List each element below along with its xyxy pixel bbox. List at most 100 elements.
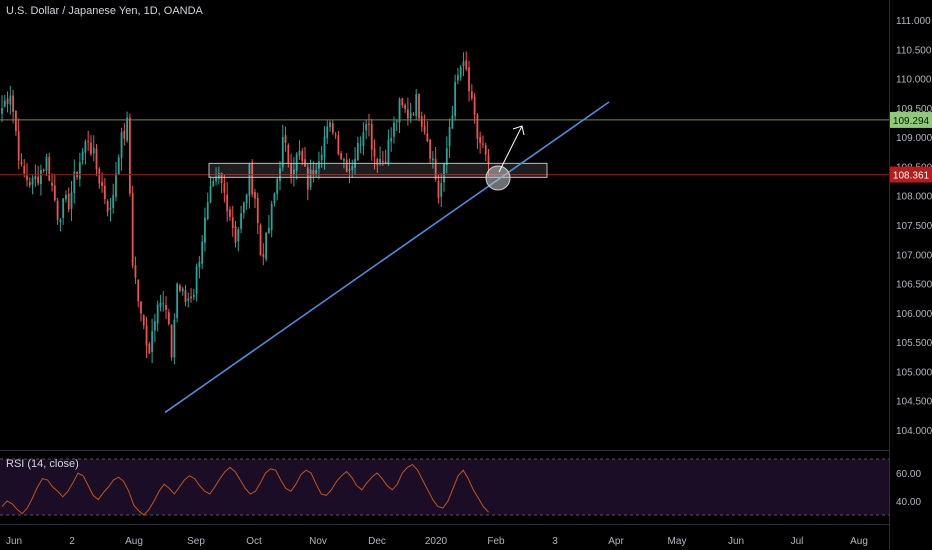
candle-body	[156, 304, 159, 324]
candle-body	[479, 136, 482, 144]
candle-body	[173, 319, 176, 358]
candle-body	[345, 159, 348, 172]
candle-body	[142, 315, 145, 326]
candle-body	[318, 161, 320, 169]
candle-body	[265, 232, 267, 260]
time-tick-label: Feb	[487, 536, 505, 547]
candle-body	[81, 151, 84, 161]
candle-body	[226, 194, 229, 212]
candle-body	[162, 303, 165, 305]
candle-body	[334, 134, 337, 136]
candle-body	[306, 167, 309, 190]
candle-body	[315, 170, 318, 174]
price-tick-label: 108.000	[896, 192, 932, 203]
candle-body	[31, 178, 34, 185]
time-tick-label: Aug	[850, 536, 868, 547]
candle-body	[101, 182, 103, 186]
candle-body	[59, 219, 62, 223]
time-tick-label: Sep	[187, 536, 205, 547]
candle-body	[103, 185, 106, 200]
candle-body	[309, 169, 312, 188]
candle-body	[109, 207, 112, 210]
candle-body	[28, 182, 31, 186]
candle-body	[209, 186, 212, 203]
candle-body	[106, 201, 109, 212]
candle-body	[337, 135, 340, 155]
candle-body	[198, 261, 201, 268]
candle-body	[379, 159, 381, 163]
candle-body	[148, 343, 151, 354]
candle-body	[331, 123, 334, 133]
candle-body	[445, 148, 448, 166]
candle-body	[343, 158, 345, 161]
candle-body	[368, 123, 370, 125]
candle-body	[398, 99, 401, 123]
candle-body	[326, 126, 329, 139]
candle-body	[251, 162, 254, 195]
candle-body	[298, 150, 301, 156]
candle-body	[231, 217, 234, 228]
candle-body	[56, 200, 59, 220]
candle-body	[262, 254, 265, 257]
candle-body	[270, 203, 273, 231]
candle-body	[187, 298, 190, 301]
candle-body	[223, 183, 226, 193]
candle-body	[237, 229, 240, 242]
candle-body	[320, 154, 323, 161]
time-tick-label: 2	[69, 536, 75, 547]
time-tick-label: Jun	[728, 536, 744, 547]
candle-body	[206, 202, 209, 219]
candle-body	[95, 148, 98, 170]
rsi-tick-label: 60.00	[896, 469, 921, 480]
candle-body	[423, 125, 426, 132]
price-label-resistance	[890, 111, 932, 128]
candle-body	[293, 169, 295, 175]
touch-point-marker	[485, 165, 511, 191]
time-tick-label: Nov	[309, 536, 327, 547]
candle-body	[220, 172, 223, 184]
time-tick-label: Jul	[791, 536, 804, 547]
candle-body	[323, 136, 326, 157]
candle-body	[195, 266, 198, 294]
price-label-support	[890, 166, 932, 183]
candle-body	[115, 173, 117, 197]
candle-body	[6, 98, 9, 105]
candle-body	[65, 194, 67, 200]
candle-body	[128, 117, 131, 194]
candle-body	[434, 158, 437, 180]
candle-body	[181, 288, 184, 292]
candle-body	[443, 163, 445, 183]
candle-body	[242, 202, 245, 213]
candle-body	[451, 115, 454, 129]
candle-body	[90, 142, 92, 155]
rsi-line	[1, 463, 489, 516]
candle-body	[406, 109, 409, 119]
candle-body	[184, 290, 187, 303]
candle-body	[167, 312, 170, 325]
candle-body	[301, 151, 304, 162]
candle-body	[387, 139, 390, 165]
support-zone-box	[208, 162, 548, 178]
price-tick-label: 111.000	[896, 16, 931, 27]
price-tick-label: 105.000	[896, 367, 932, 378]
candle-body	[281, 136, 284, 168]
candle-body	[12, 95, 15, 112]
candle-body	[134, 265, 137, 278]
candle-body	[267, 227, 270, 234]
time-tick-label: Apr	[608, 536, 624, 547]
candle-body	[254, 192, 256, 199]
candle-body	[276, 178, 279, 195]
candle-body	[482, 143, 484, 145]
candle-body	[170, 324, 173, 358]
candle-body	[432, 158, 434, 161]
candle-body	[362, 132, 365, 147]
candle-body	[159, 302, 162, 307]
candle-body	[120, 132, 123, 159]
candle-body	[381, 161, 384, 163]
candle-body	[437, 180, 440, 199]
candle-body	[426, 133, 429, 142]
candle-body	[234, 226, 237, 243]
candle-body	[78, 162, 81, 179]
